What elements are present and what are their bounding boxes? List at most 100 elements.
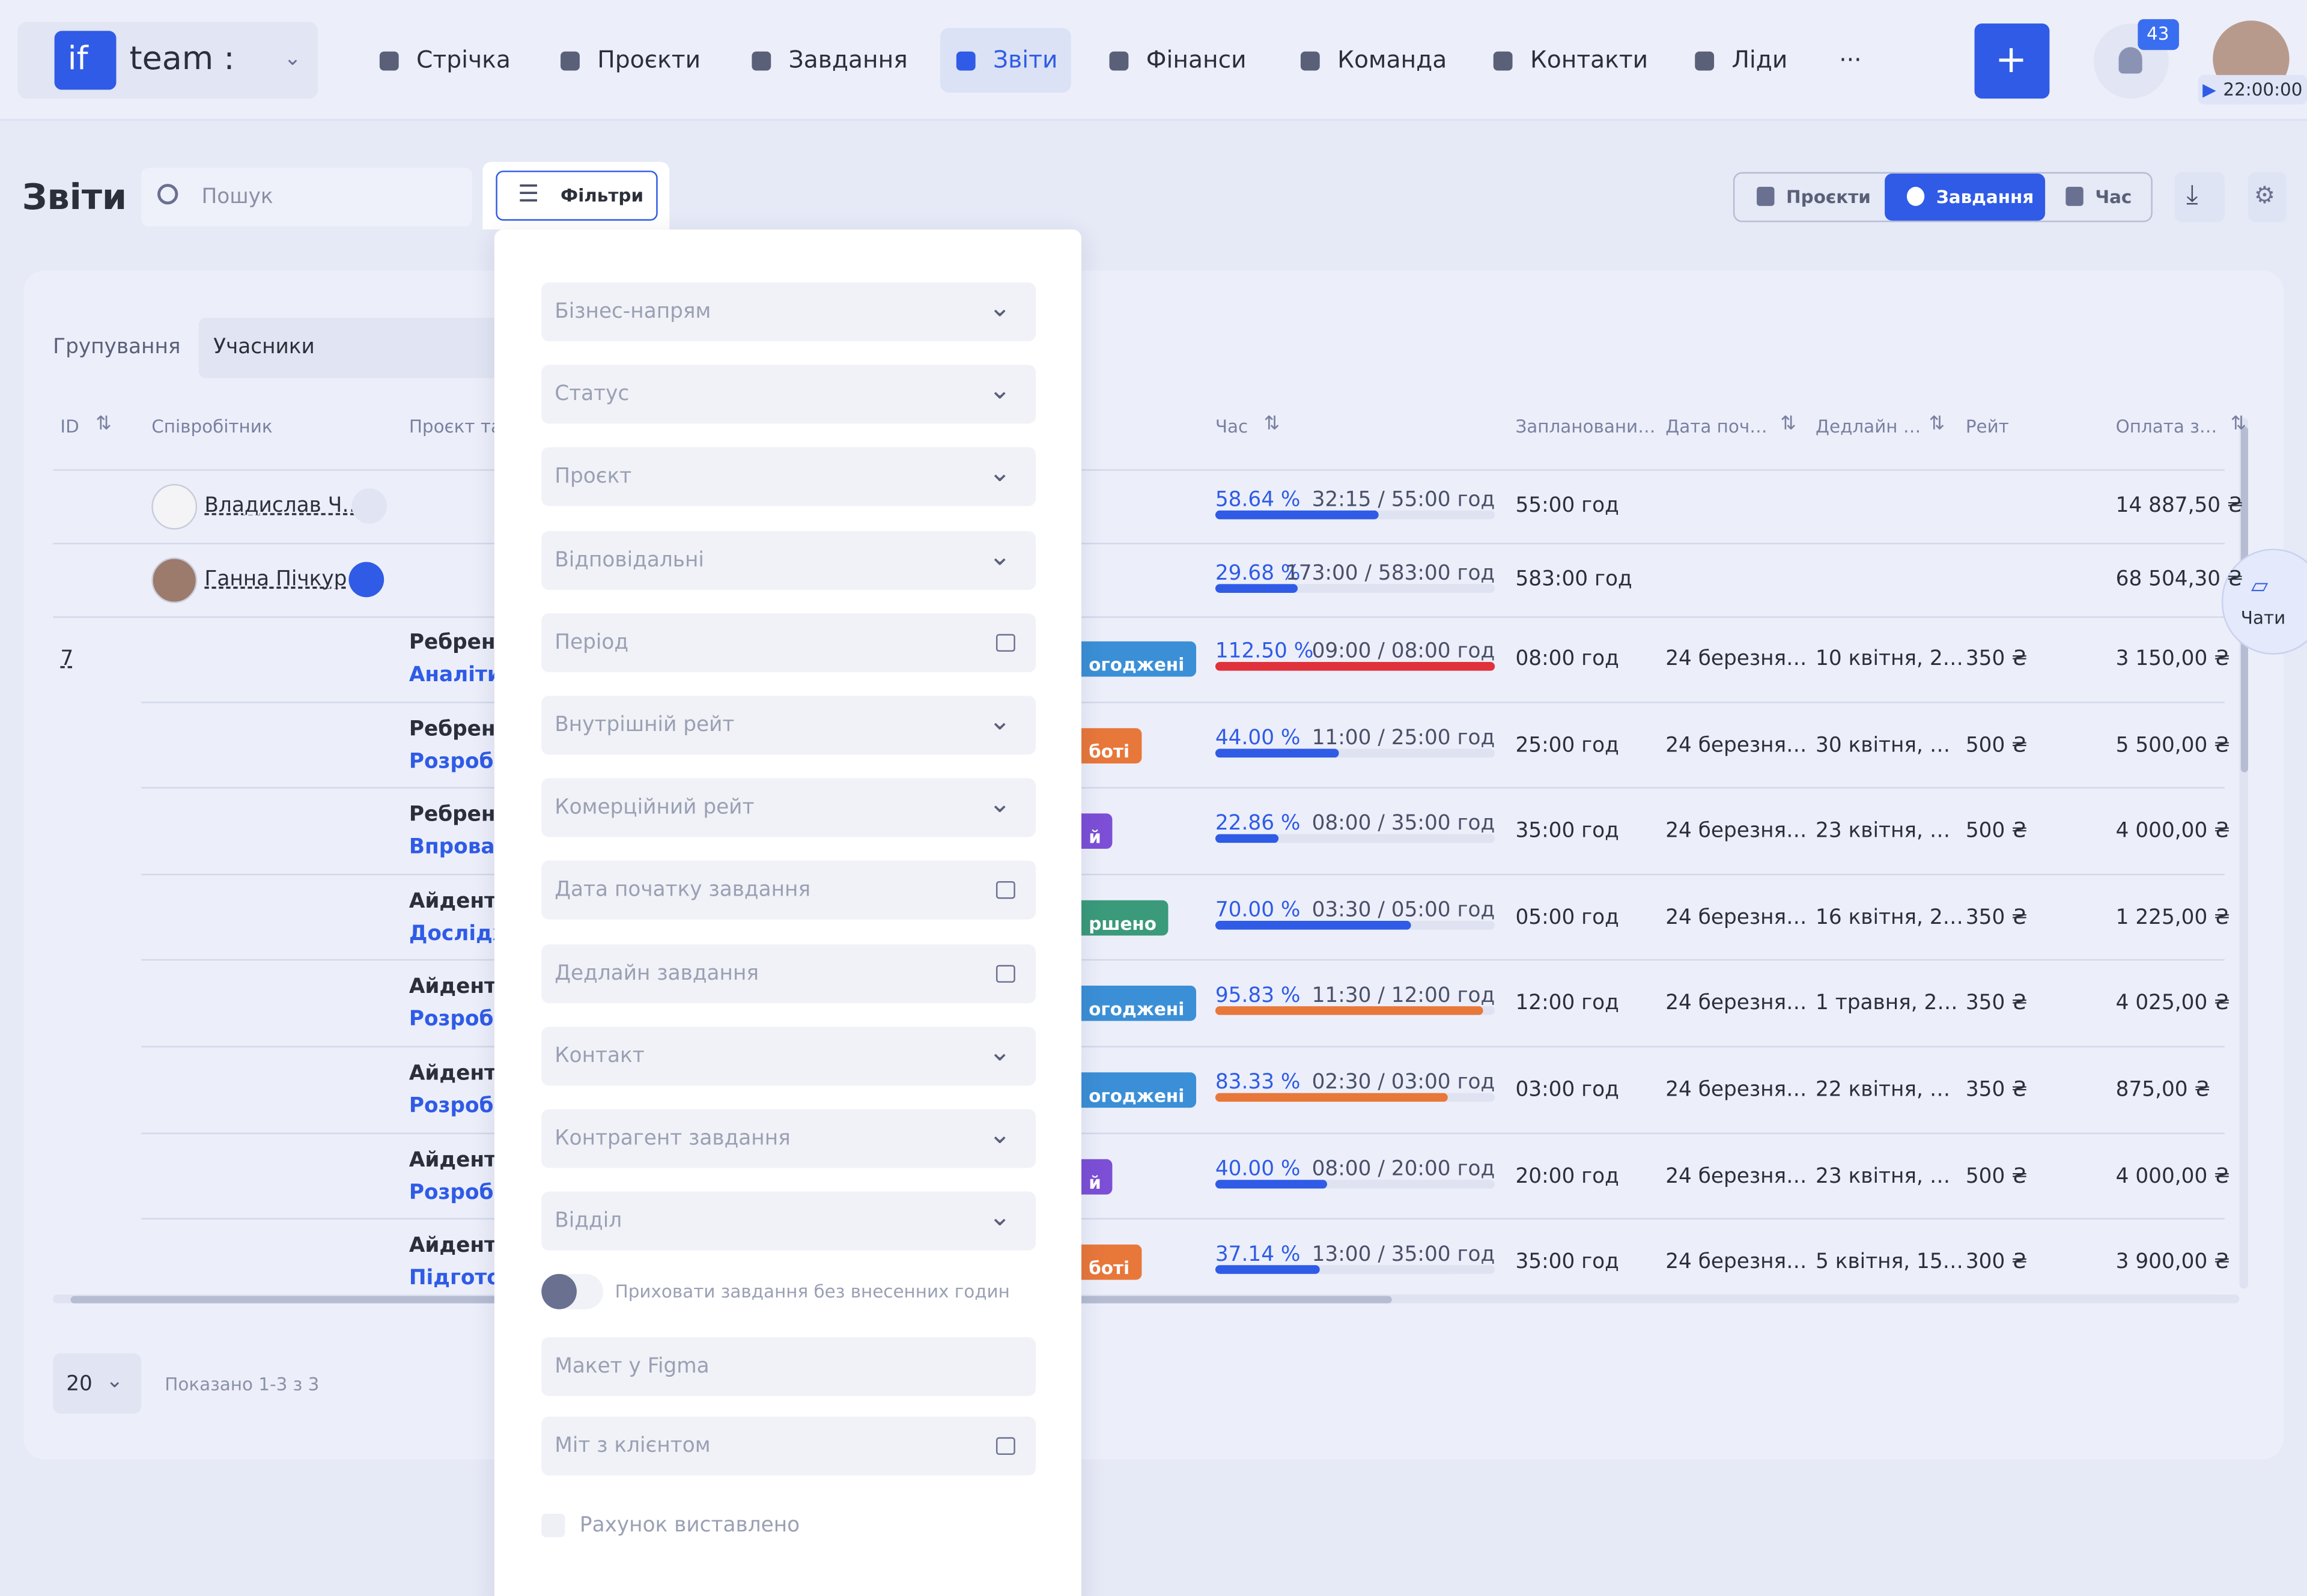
progress-track <box>1215 834 1495 843</box>
add-button[interactable] <box>1974 23 2050 99</box>
chat-icon: ▱ <box>2251 572 2269 599</box>
progress-percent: 70.00 % <box>1215 898 1301 923</box>
deadline: 23 квітня, … <box>1816 819 1951 843</box>
project-name: Айденти <box>409 1234 511 1258</box>
filter-field-label: Внутрішній рейт <box>555 713 735 737</box>
progress-track <box>1215 1265 1495 1275</box>
filter-field[interactable] <box>541 696 1036 755</box>
row-divider <box>141 873 2225 875</box>
progress-time: 13:00 / 35:00 год <box>1312 1243 1495 1267</box>
progress-bar <box>1215 920 1411 930</box>
deadline: 1 травня, 2… <box>1816 992 1958 1016</box>
grouping-label: Групування <box>53 335 181 359</box>
task-name: Розробк <box>409 1008 508 1032</box>
row-divider <box>141 1132 2225 1134</box>
progress-time: 11:00 / 25:00 год <box>1312 726 1495 750</box>
row-divider <box>141 701 2225 703</box>
sort-icon: ⇅ <box>1929 413 1945 435</box>
filter-field[interactable] <box>541 778 1036 837</box>
chevron: ⌄ <box>988 706 1011 737</box>
checkbox[interactable] <box>541 1514 565 1538</box>
download-icon: ⤓ <box>2186 179 2198 211</box>
bell-icon <box>2118 47 2142 74</box>
progress-bar <box>1215 1265 1319 1275</box>
pay: 875,00 ₴ <box>2115 1078 2211 1102</box>
member-name: Владислав Ч… <box>204 494 363 518</box>
settings-icon: ⚙ <box>2254 181 2275 209</box>
chat-label: Чати <box>2240 607 2286 628</box>
start-date: 24 березня… <box>1665 1251 1807 1275</box>
calendar-icon <box>995 634 1015 652</box>
progress-track <box>1215 1179 1495 1188</box>
timer-text: 22:00:00 <box>2223 79 2303 100</box>
filter-field[interactable] <box>541 613 1036 672</box>
filter-field[interactable] <box>541 1416 1036 1476</box>
chat-button[interactable] <box>2221 548 2307 655</box>
filter-field-label: Дата початку завдання <box>555 878 811 903</box>
progress-time: 02:30 / 03:00 год <box>1312 1070 1495 1095</box>
progress-track <box>1215 510 1495 520</box>
task-name: Розробк <box>409 1180 508 1204</box>
pay: 1 225,00 ₴ <box>2115 906 2230 930</box>
settings[interactable] <box>2248 172 2287 222</box>
planned: 20:00 год <box>1515 1164 1619 1188</box>
chevron: ⌄ <box>988 458 1011 490</box>
nav-icon <box>561 51 580 71</box>
deadline: 5 квітня, 15… <box>1816 1251 1963 1275</box>
filter-field[interactable] <box>541 448 1036 507</box>
nav-item: Стрічка <box>416 45 511 74</box>
status-text: ршено <box>1089 913 1157 934</box>
filter-field-label: Проєкт <box>555 465 632 490</box>
nav-item: Ліди <box>1731 45 1788 74</box>
pay: 14 887,50 ₴ <box>2115 494 2243 518</box>
filter-field[interactable] <box>541 1026 1036 1085</box>
filter-field[interactable] <box>541 944 1036 1003</box>
filter-field[interactable] <box>541 1192 1036 1251</box>
rate: 350 ₴ <box>1965 647 2028 671</box>
filter-icon: ☰ <box>518 179 540 208</box>
progress-track <box>1215 1093 1495 1102</box>
expand-button[interactable] <box>348 562 384 598</box>
avatar <box>151 484 198 530</box>
task-id: 7 <box>60 647 74 671</box>
timer[interactable] <box>2198 74 2307 105</box>
progress-percent: 83.33 % <box>1215 1070 1301 1095</box>
filter-field-label: Міт з клієнтом <box>555 1434 711 1458</box>
filter-field[interactable] <box>541 282 1036 342</box>
download[interactable] <box>2174 172 2225 222</box>
chevron: ⌄ <box>284 47 302 71</box>
progress-bar <box>1215 1093 1448 1102</box>
expand-button[interactable] <box>351 488 388 524</box>
page-size[interactable] <box>53 1353 142 1414</box>
filter-field-label: Бізнес-напрям <box>555 300 711 324</box>
pay: 5 500,00 ₴ <box>2115 733 2230 757</box>
chevron: ⌄ <box>106 1370 124 1394</box>
progress-bar <box>1215 748 1339 757</box>
filter-button[interactable] <box>496 171 658 221</box>
planned: 08:00 год <box>1515 647 1619 671</box>
progress-bar <box>1215 584 1298 593</box>
progress-time: 09:00 / 08:00 год <box>1312 640 1495 664</box>
sort-icon: ⇅ <box>2230 413 2247 435</box>
status-badge: огоджені <box>1059 641 1196 677</box>
nav-icon <box>752 51 771 71</box>
grouping-select[interactable] <box>198 317 523 378</box>
filter-field[interactable] <box>541 530 1036 590</box>
search[interactable] <box>141 168 473 227</box>
view-option: Завдання <box>1936 187 2034 208</box>
pagination-info: Показано 1-3 з 3 <box>165 1374 320 1395</box>
filter-field[interactable] <box>541 1337 1036 1397</box>
filter-field[interactable] <box>541 1109 1036 1168</box>
nav-icon <box>956 51 976 71</box>
filter-field[interactable] <box>541 861 1036 920</box>
rate: 500 ₴ <box>1965 733 2028 757</box>
progress-percent: 112.50 % <box>1215 640 1314 664</box>
sort-icon: ⇅ <box>1263 413 1280 435</box>
task-name: Розробк <box>409 1094 508 1118</box>
toggle-knob <box>541 1273 577 1309</box>
play-icon: ▶ <box>2202 79 2216 100</box>
project-name: Айденти <box>409 976 511 1000</box>
start-date: 24 березня… <box>1665 906 1807 930</box>
filter-field[interactable] <box>541 365 1036 424</box>
